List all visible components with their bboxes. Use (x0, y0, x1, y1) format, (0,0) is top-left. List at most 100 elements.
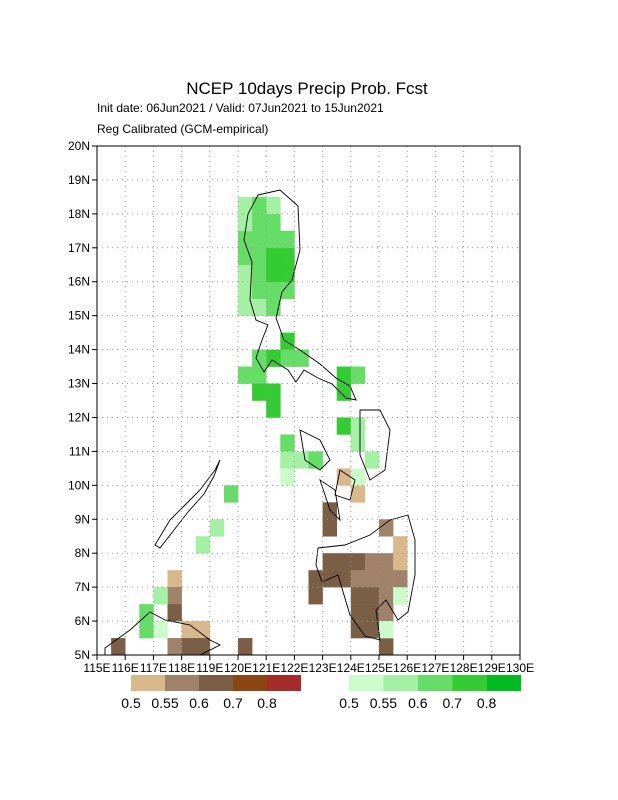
x-tick-label: 120E (224, 661, 252, 675)
legend-label: 0.6 (408, 695, 428, 711)
cell (266, 264, 281, 283)
legend-swatch (383, 675, 418, 691)
cell (238, 366, 253, 384)
cell (364, 604, 380, 622)
cell (280, 451, 295, 469)
cell (336, 553, 352, 571)
cell (266, 230, 281, 249)
cell (294, 349, 309, 367)
cell (238, 264, 253, 283)
cell (238, 230, 253, 249)
legend-label: 0.7 (442, 695, 462, 711)
cell (153, 621, 168, 639)
axes: 115E 116E 117E 118E 119E 120E 121E 122E 123E 124E… (68, 139, 534, 675)
cell (379, 519, 394, 537)
legend-swatch (165, 675, 199, 691)
cell (322, 553, 337, 571)
legend-swatch (199, 675, 233, 691)
cell (350, 604, 366, 622)
y-tick-label: 5N (75, 648, 90, 662)
legend-label: 0.7 (223, 695, 243, 711)
cell (266, 400, 281, 418)
cell (238, 638, 253, 656)
cell (195, 621, 211, 639)
cell (252, 213, 267, 232)
cell (266, 196, 281, 215)
y-tick-label: 11N (69, 444, 90, 458)
cell (308, 451, 323, 469)
y-tick-label: 8N (75, 546, 90, 560)
cell (379, 638, 394, 656)
y-tick-label: 19N (68, 173, 90, 187)
x-tick-label: 119E (196, 661, 223, 675)
cells (111, 196, 408, 656)
cell (379, 570, 394, 588)
cell (336, 417, 352, 435)
cell (167, 587, 182, 605)
y-tick-label: 9N (75, 512, 90, 526)
y-tick-label: 12N (68, 410, 90, 424)
cell (280, 281, 295, 299)
cell (266, 247, 281, 266)
cell (322, 502, 337, 520)
coast-visayas (299, 409, 391, 522)
cell (350, 621, 366, 639)
legend-label: 0.5 (121, 695, 141, 711)
legend-label: 0.8 (257, 695, 277, 711)
cell (266, 281, 281, 299)
cell (252, 264, 267, 283)
x-tick-label: 121E (252, 661, 280, 675)
cell (266, 213, 281, 232)
cell (238, 196, 253, 215)
legend-swatch (349, 675, 384, 691)
cell (209, 519, 225, 537)
cell (238, 281, 253, 299)
cell (393, 570, 408, 588)
legend-swatch (233, 675, 267, 691)
x-tick-label: 117E (140, 661, 167, 675)
cell (379, 604, 394, 622)
y-tick-label: 6N (75, 614, 90, 628)
legend-label: 0.55 (151, 695, 178, 711)
y-tick-label: 15N (68, 309, 90, 323)
y-tick-label: 13N (68, 377, 90, 391)
cell (364, 587, 380, 605)
cell (393, 536, 408, 554)
y-tick-label: 14N (68, 343, 90, 357)
title: NCEP 10days Precip Prob. Fcst (186, 79, 428, 98)
y-tick-label: 7N (75, 580, 90, 594)
cell (350, 587, 366, 605)
legend-swatch (131, 675, 165, 691)
legend-label: 0.5 (339, 695, 359, 711)
legend-label: 0.55 (370, 695, 397, 711)
cell (181, 638, 196, 656)
plot-frame (96, 145, 521, 656)
x-tick-label: 124E (337, 661, 365, 675)
cell (181, 621, 196, 639)
cell (364, 621, 380, 639)
cell (280, 332, 295, 350)
cell (379, 621, 394, 639)
x-tick-label: 123E (309, 661, 337, 675)
y-tick-label: 18N (68, 207, 90, 221)
cell (393, 553, 408, 571)
cell (379, 553, 394, 571)
cell (238, 213, 253, 232)
cell (350, 366, 366, 384)
cell (280, 349, 295, 367)
x-tick-label: 126E (393, 661, 421, 675)
coast-palawan (154, 459, 221, 549)
cell (364, 553, 380, 571)
cell (139, 621, 154, 639)
cell (266, 298, 281, 316)
subtitle: Init date: 06Jun2021 / Valid: 07Jun2021 … (97, 101, 384, 115)
cell (336, 366, 352, 384)
cell (280, 434, 295, 452)
subtitle: Reg Calibrated (GCM-empirical) (97, 122, 268, 136)
coast-luzon (243, 189, 357, 401)
cell (350, 485, 366, 503)
cell (167, 638, 182, 656)
cell (294, 451, 309, 469)
cell (393, 587, 408, 605)
